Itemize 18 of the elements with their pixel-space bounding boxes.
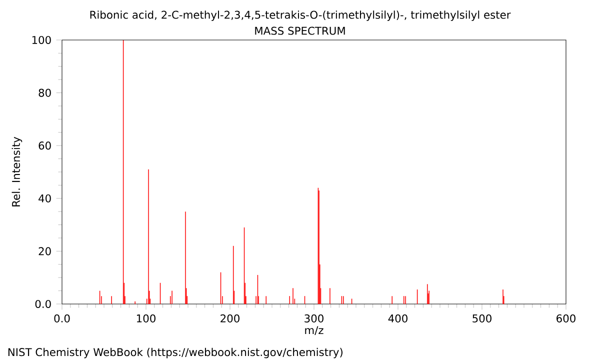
x-tick-label: 0.0 [54, 314, 70, 322]
x-tick-label: 300 [304, 314, 324, 322]
x-tick-label: 200 [220, 314, 240, 322]
x-axis-title: m/z [305, 326, 324, 336]
y-tick-label: 80 [38, 88, 51, 97]
y-tick-label: 60 [38, 142, 51, 150]
chart-title: Ribonic acid, 2-C-methyl-2,3,4,5-tetrakis-O-(trimethylsilyl)-, trimethylsilyl ester [90, 10, 511, 21]
y-tick-label: 40 [38, 194, 51, 202]
y-tick-label: 100 [32, 36, 51, 44]
x-tick-label: 100 [136, 314, 156, 322]
x-tick-label: 600 [556, 314, 576, 322]
chart-subtitle: MASS SPECTRUM [255, 26, 345, 35]
text: NIST Chemistry WebBook (https://webbook.nist.gov/chemistry) [8, 348, 342, 358]
y-tick-label: 0.0 [35, 300, 51, 308]
x-tick-label: 500 [472, 314, 492, 322]
y-tick-label: 20 [38, 247, 51, 256]
x-tick-label: 400 [388, 314, 408, 322]
y-axis-title: Rel. Intensity [12, 136, 22, 206]
